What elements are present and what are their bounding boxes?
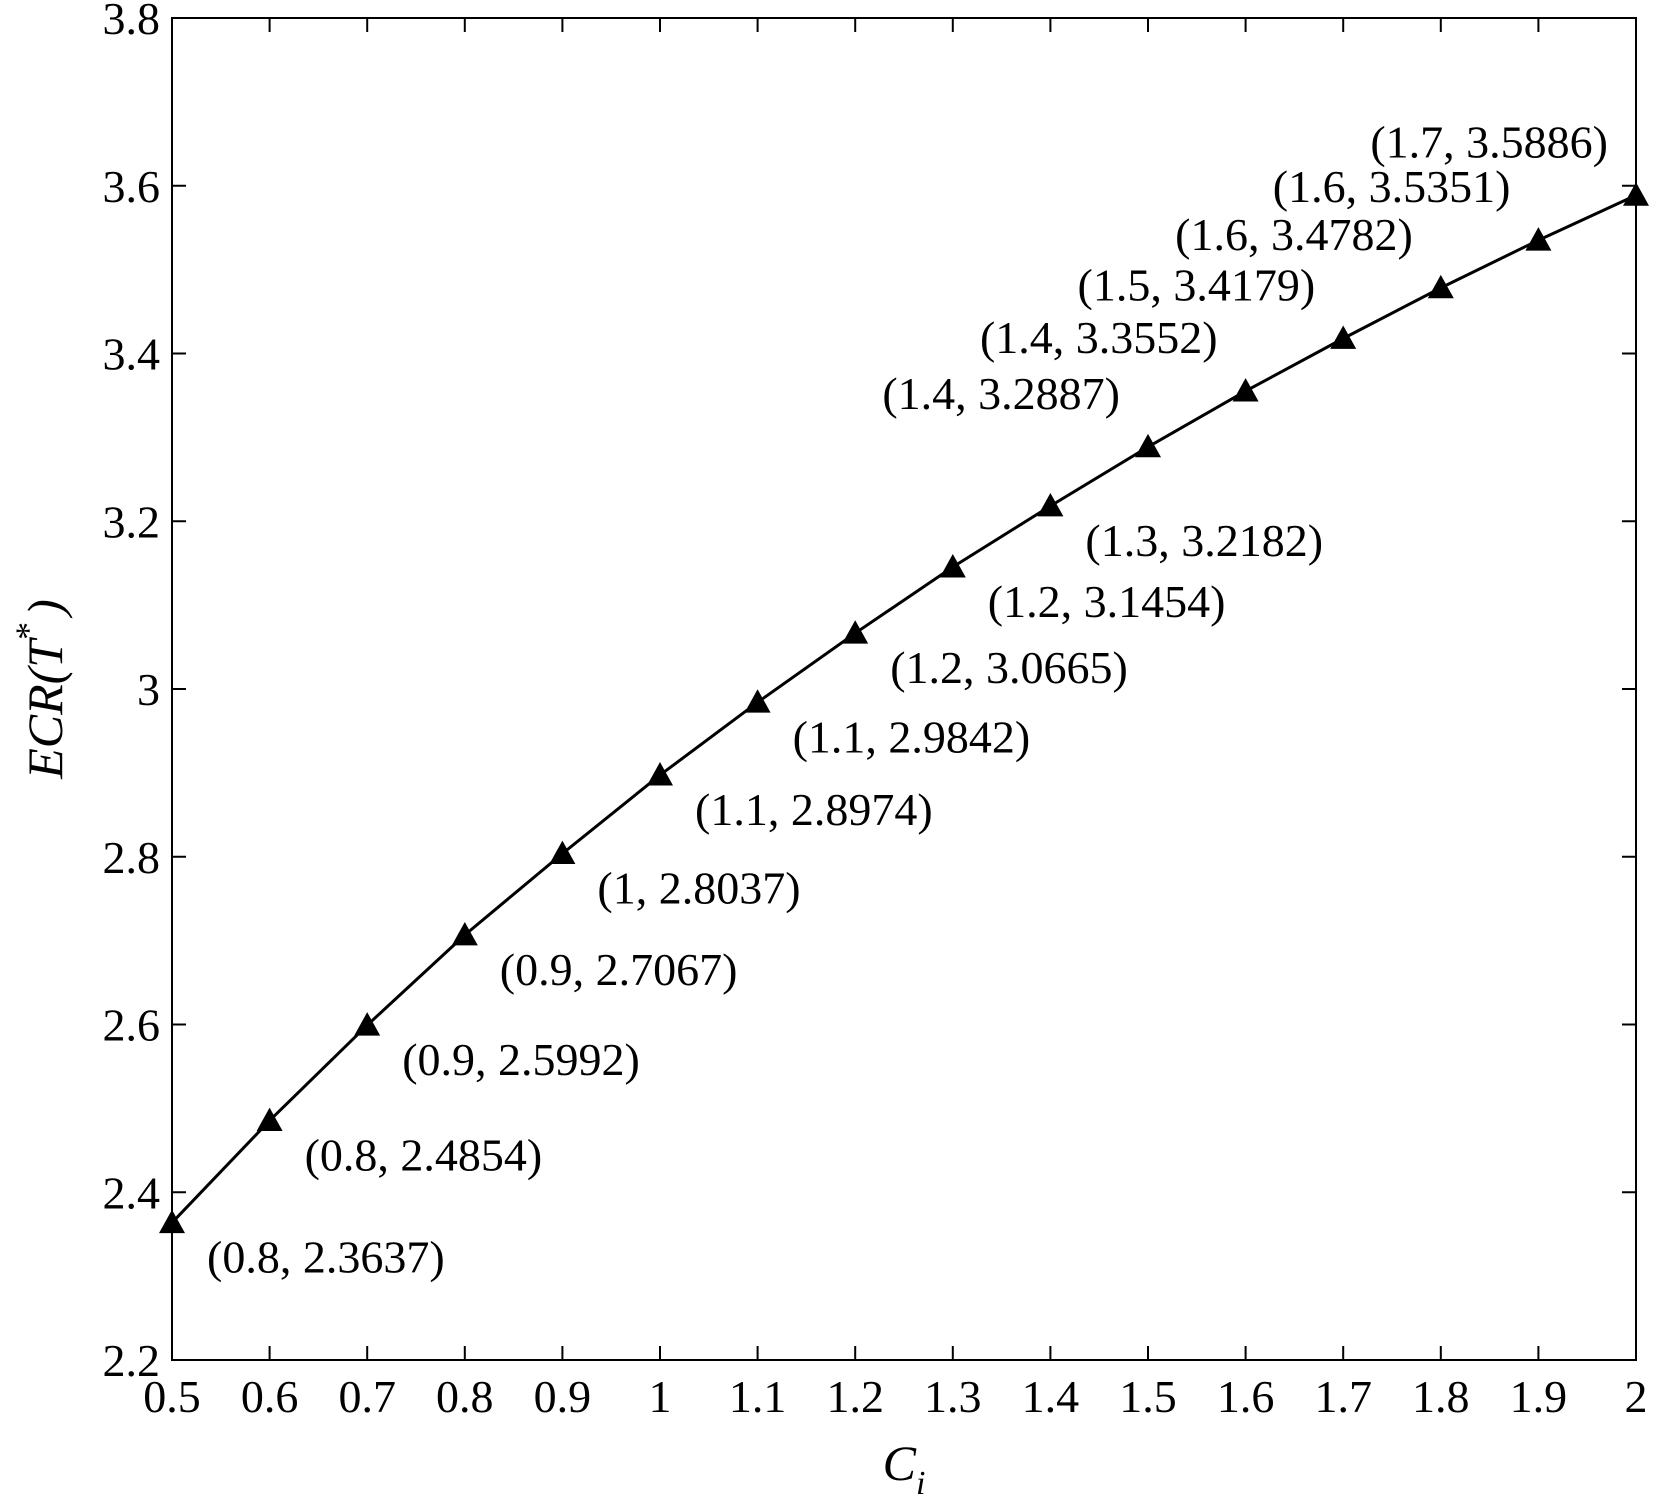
data-label: (1.1, 2.9842)	[793, 711, 1031, 762]
y-tick-label: 2.2	[103, 1335, 161, 1386]
x-axis-label-subscript: i	[916, 1465, 925, 1502]
data-label: (1.2, 3.1454)	[988, 576, 1226, 627]
y-axis-ticks: 2.2 2.4 2.6 2.8 3 3.2 3.4 3.6 3.8	[103, 0, 1636, 1386]
y-axis-label: ECR(T*)	[8, 599, 73, 780]
x-tick-label: 1.8	[1412, 1371, 1470, 1422]
y-tick-label: 3.6	[103, 161, 161, 212]
data-label: (1.4, 3.3552)	[980, 312, 1218, 363]
data-label: (1.1, 2.8974)	[695, 784, 933, 835]
y-tick-label: 2.8	[103, 832, 161, 883]
x-tick-label: 1.3	[924, 1371, 982, 1422]
y-axis-label-main: ECR(T	[17, 637, 73, 780]
x-tick-label: 0.7	[338, 1371, 396, 1422]
data-point-marker	[256, 1107, 283, 1132]
data-label: (1.6, 3.4782)	[1175, 209, 1413, 260]
data-point-marker	[1427, 274, 1454, 299]
x-axis-label: Ci	[883, 1435, 926, 1502]
data-point-marker	[159, 1209, 185, 1234]
y-tick-label: 3.2	[103, 496, 161, 547]
data-label: (0.8, 2.4854)	[305, 1130, 543, 1181]
x-axis-ticks: 0.5 0.6 0.7 0.8 0.9 1 1.1 1.2 1.3 1.4 1.5 1.6 1.7 1.8…	[143, 18, 1648, 1422]
data-point-marker	[1623, 182, 1649, 206]
x-tick-label: 1.4	[1022, 1371, 1080, 1422]
x-tick-label: 1	[649, 1371, 672, 1422]
data-label: (1.7, 3.5886)	[1370, 116, 1608, 167]
x-tick-label: 1.9	[1510, 1371, 1568, 1422]
data-label: (1.2, 3.0665)	[890, 642, 1128, 693]
data-label: (0.8, 2.3637)	[207, 1232, 445, 1283]
data-labels: (0.8, 2.3637) (0.8, 2.4854) (0.9, 2.5992) (…	[207, 116, 1608, 1282]
data-point-marker	[939, 554, 966, 578]
x-tick-label: 1.1	[729, 1371, 787, 1422]
y-tick-label: 3.8	[103, 0, 161, 44]
data-point-marker	[1232, 378, 1259, 402]
data-label: (1.6, 3.5351)	[1273, 161, 1511, 212]
x-tick-label: 0.9	[534, 1371, 592, 1422]
y-tick-label: 2.6	[103, 1000, 161, 1051]
data-point-marker	[451, 922, 478, 946]
data-label: (1.3, 3.2182)	[1085, 515, 1323, 566]
data-point-marker	[842, 620, 869, 644]
data-point-marker	[647, 762, 673, 786]
y-tick-label: 2.4	[103, 1167, 161, 1218]
data-point-marker	[1525, 227, 1552, 251]
data-point-marker	[744, 689, 771, 713]
y-axis-label-superscript: *	[8, 622, 48, 640]
y-tick-label: 3.4	[103, 329, 161, 380]
data-point-marker	[549, 840, 576, 865]
x-tick-label: 2	[1625, 1371, 1648, 1422]
x-tick-label: 1.7	[1314, 1371, 1372, 1422]
series-line	[170, 193, 1637, 1224]
x-tick-label: 0.5	[143, 1371, 201, 1422]
x-tick-label: 1.5	[1119, 1371, 1177, 1422]
y-axis-label-suffix: )	[17, 599, 73, 619]
data-point-marker	[1135, 433, 1161, 458]
data-point-marker	[1037, 492, 1064, 517]
data-point-marker	[354, 1012, 381, 1036]
data-markers	[159, 182, 1649, 1234]
data-label: (0.9, 2.7067)	[500, 944, 738, 995]
data-label: (0.9, 2.5992)	[402, 1034, 640, 1085]
x-tick-label: 0.8	[436, 1371, 494, 1422]
x-tick-label: 0.6	[241, 1371, 299, 1422]
data-point-marker	[1330, 325, 1357, 349]
data-label: (1, 2.8037)	[597, 863, 800, 914]
y-tick-label: 3	[137, 664, 160, 715]
x-axis-label-main: C	[883, 1435, 917, 1491]
data-label: (1.4, 3.2887)	[882, 368, 1120, 419]
x-tick-label: 1.2	[826, 1371, 884, 1422]
data-label: (1.5, 3.4179)	[1078, 259, 1316, 310]
x-tick-label: 1.6	[1217, 1371, 1275, 1422]
